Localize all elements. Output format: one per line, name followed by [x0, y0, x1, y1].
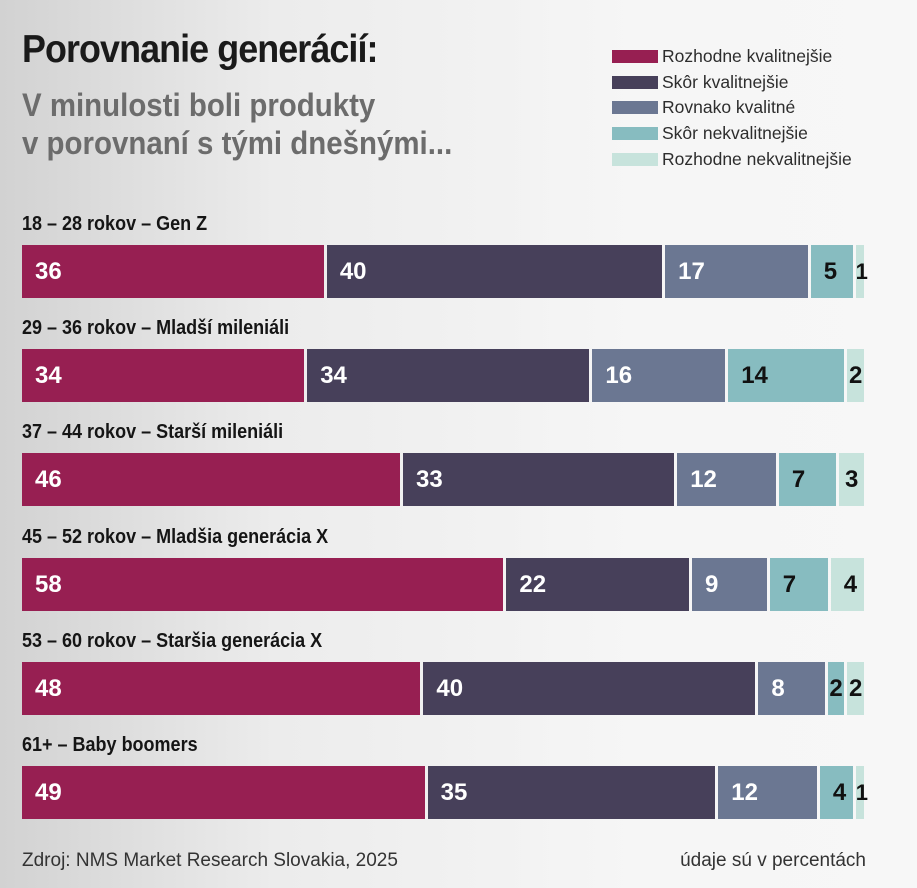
legend-item: Rozhodne nekvalitnejšie: [612, 146, 852, 172]
bar-row: 58 22 9 7 4: [22, 558, 864, 611]
group-label: 29 – 36 rokov – Mladší mileniáli: [22, 317, 290, 339]
bar-segment: 7: [769, 558, 828, 611]
bar-segment: 46: [22, 453, 401, 506]
group-label: 37 – 44 rokov – Starší mileniáli: [22, 421, 284, 443]
bar-segment: 33: [403, 453, 675, 506]
group-label: 45 – 52 rokov – Mladšia generácia X: [22, 526, 329, 548]
bar-segment: 8: [758, 662, 825, 715]
bar-segment: 4: [819, 766, 853, 819]
legend-swatch: [612, 50, 658, 64]
subtitle-line-2: v porovnaní s tými dnešnými...: [22, 125, 453, 161]
bar-segment: 22: [506, 558, 689, 611]
bar-segment: 4: [830, 558, 864, 611]
bar-row: 46 33 12 7 3: [22, 453, 864, 506]
group-label: 53 – 60 rokov – Staršia generácia X: [22, 630, 323, 652]
chart-subtitle: V minulosti boli produkty v porovnaní s …: [22, 86, 452, 162]
legend-label: Skôr nekvalitnejšie: [662, 123, 808, 144]
bar-segment: 16: [592, 349, 726, 402]
source-note: Zdroj: NMS Market Research Slovakia, 202…: [22, 850, 398, 871]
legend: Rozhodne kvalitnejšie Skôr kvalitnejšie Ro…: [612, 44, 852, 172]
legend-label: Skôr kvalitnejšie: [662, 71, 789, 92]
legend-swatch: [612, 152, 658, 166]
unit-note: údaje sú v percentách: [680, 850, 866, 871]
bar-segment: 34: [22, 349, 305, 402]
group-label: 61+ – Baby boomers: [22, 734, 198, 756]
bar-segment: 17: [665, 245, 808, 298]
bar-segment: 14: [728, 349, 845, 402]
bar-segment: 12: [718, 766, 817, 819]
legend-label: Rozhodne nekvalitnejšie: [662, 148, 852, 169]
bar-segment: 2: [847, 662, 864, 715]
bar-segment: 34: [307, 349, 590, 402]
bar-segment: 12: [677, 453, 776, 506]
bar-row: 48 40 8 2 2: [22, 662, 864, 715]
bar-segment: 40: [423, 662, 756, 715]
bar-segment: 36: [22, 245, 324, 298]
bar-segment: 3: [839, 453, 864, 506]
legend-item: Skôr nekvalitnejšie: [612, 121, 852, 147]
bar-segment: 9: [692, 558, 767, 611]
bar-row: 49 35 12 4 1: [22, 766, 868, 819]
chart-title: Porovnanie generácií:: [22, 28, 378, 71]
subtitle-line-1: V minulosti boli produkty: [22, 87, 376, 123]
legend-swatch: [612, 75, 658, 89]
legend-label: Rozhodne kvalitnejšie: [662, 46, 833, 67]
legend-label: Rovnako kvalitné: [662, 97, 796, 118]
bar-row: 36 40 17 5 1: [22, 245, 868, 298]
group-label: 18 – 28 rokov – Gen Z: [22, 213, 208, 235]
bar-segment: 58: [22, 558, 504, 611]
bar-row: 34 34 16 14 2: [22, 349, 864, 402]
bar-segment: 40: [326, 245, 663, 298]
bar-segment: 2: [827, 662, 845, 715]
legend-item: Rozhodne kvalitnejšie: [612, 44, 852, 70]
bar-segment: 2: [847, 349, 864, 402]
bar-segment: 35: [427, 766, 716, 819]
legend-item: Rovnako kvalitné: [612, 95, 852, 121]
legend-item: Skôr kvalitnejšie: [612, 70, 852, 96]
bar-segment: 1: [855, 766, 868, 819]
bar-segment: 1: [855, 245, 868, 298]
bar-segment: 48: [22, 662, 421, 715]
legend-swatch: [612, 101, 658, 115]
bar-segment: 7: [778, 453, 837, 506]
bar-segment: 5: [810, 245, 853, 298]
legend-swatch: [612, 127, 658, 141]
bar-segment: 49: [22, 766, 425, 819]
